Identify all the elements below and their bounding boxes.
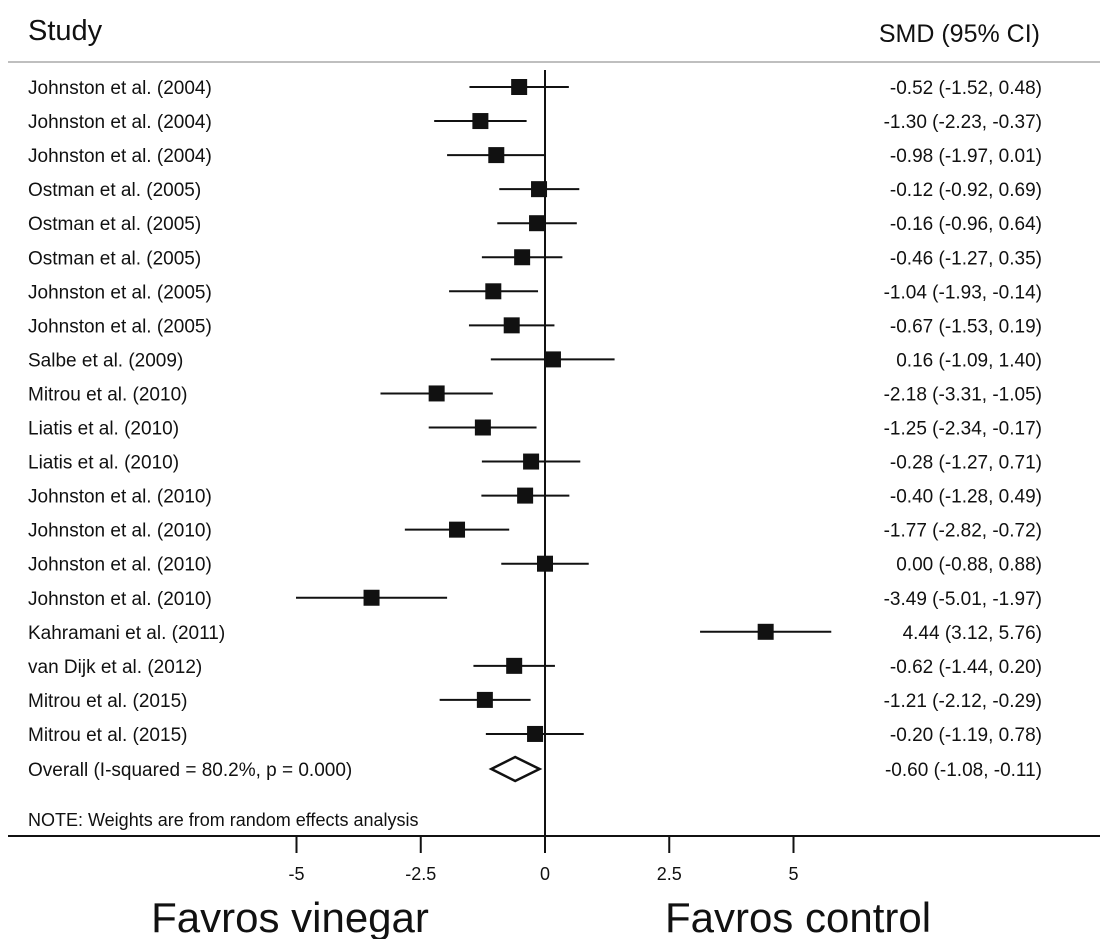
ci-text: -0.16 (-0.96, 0.64) — [890, 214, 1042, 235]
x-tick-label: 0 — [540, 864, 550, 884]
ci-text: -0.52 (-1.52, 0.48) — [890, 78, 1042, 99]
ci-text: -0.20 (-1.19, 0.78) — [890, 725, 1042, 746]
study-row: Mitrou et al. (2015) -0.20 (-1.19, 0.78) — [28, 725, 1042, 746]
x-tick-label: 5 — [788, 864, 798, 884]
study-row: Salbe et al. (2009) 0.16 (-1.09, 1.40) — [28, 350, 1042, 371]
study-row: Liatis et al. (2010) -1.25 (-2.34, -0.17) — [28, 419, 1042, 440]
study-row: Mitrou et al. (2015) -1.21 (-2.12, -0.29) — [28, 691, 1042, 712]
header-study: Study — [28, 15, 103, 47]
point-estimate-marker — [514, 249, 531, 266]
study-label: Ostman et al. (2005) — [28, 214, 201, 235]
ci-text: -0.40 (-1.28, 0.49) — [890, 487, 1042, 508]
ci-text: -3.49 (-5.01, -1.97) — [884, 589, 1042, 610]
ci-text: -0.98 (-1.97, 0.01) — [890, 146, 1042, 167]
study-label: Johnston et al. (2004) — [28, 112, 212, 133]
study-row: Johnston et al. (2010) 0.00 (-0.88, 0.88) — [28, 555, 1042, 576]
study-label: Johnston et al. (2004) — [28, 146, 212, 167]
point-estimate-marker — [523, 453, 540, 470]
study-label: Mitrou et al. (2015) — [28, 725, 187, 746]
study-row: Ostman et al. (2005) -0.16 (-0.96, 0.64) — [28, 214, 1042, 235]
study-row: Johnston et al. (2010) -0.40 (-1.28, 0.49… — [28, 487, 1042, 508]
study-label: Liatis et al. (2010) — [28, 419, 179, 440]
study-label: Mitrou et al. (2015) — [28, 691, 187, 712]
study-label: Salbe et al. (2009) — [28, 350, 183, 371]
study-label: Johnston et al. (2005) — [28, 316, 212, 337]
point-estimate-marker — [503, 317, 520, 334]
study-row: van Dijk et al. (2012) -0.62 (-1.44, 0.20… — [28, 657, 1042, 678]
ci-text: -2.18 (-3.31, -1.05) — [884, 384, 1042, 405]
point-estimate-marker — [363, 589, 380, 606]
x-tick-label: 2.5 — [657, 864, 682, 884]
label-favours-control: Favros control — [665, 894, 931, 939]
ci-text: -0.12 (-0.92, 0.69) — [890, 180, 1042, 201]
label-favours-vinegar: Favros vinegar — [151, 894, 429, 939]
overall-row: Overall (I-squared = 80.2%, p = 0.000) -0… — [28, 755, 1042, 783]
study-label: Mitrou et al. (2010) — [28, 384, 187, 405]
point-estimate-marker — [527, 725, 544, 742]
point-estimate-marker — [488, 147, 505, 164]
point-estimate-marker — [472, 113, 489, 130]
point-estimate-marker — [449, 521, 466, 538]
point-estimate-marker — [517, 487, 534, 504]
x-tick-label: -5 — [288, 864, 304, 884]
x-axis-ticks: -5 -2.5 0 2.5 5 — [288, 836, 799, 884]
ci-text: -1.25 (-2.34, -0.17) — [884, 419, 1042, 440]
ci-text: -1.04 (-1.93, -0.14) — [884, 282, 1042, 303]
point-estimate-marker — [757, 623, 774, 640]
ci-text: -0.67 (-1.53, 0.19) — [890, 316, 1042, 337]
point-estimate-marker — [476, 691, 493, 708]
point-estimate-marker — [428, 385, 445, 402]
ci-text: 4.44 (3.12, 5.76) — [903, 623, 1042, 644]
study-row: Johnston et al. (2005) -1.04 (-1.93, -0.1… — [28, 282, 1042, 303]
study-row: Johnston et al. (2004) -0.52 (-1.52, 0.48… — [28, 78, 1042, 99]
ci-text: 0.00 (-0.88, 0.88) — [896, 555, 1042, 576]
x-tick-label: -2.5 — [405, 864, 436, 884]
overall-label: Overall (I-squared = 80.2%, p = 0.000) — [28, 760, 352, 781]
header-smd: SMD (95% CI) — [879, 20, 1040, 48]
study-label: Ostman et al. (2005) — [28, 248, 201, 269]
overall-diamond — [488, 755, 543, 783]
overall-ci-text: -0.60 (-1.08, -0.11) — [885, 760, 1042, 781]
point-estimate-marker — [531, 181, 548, 198]
ci-text: -1.30 (-2.23, -0.37) — [884, 112, 1042, 133]
point-estimate-marker — [544, 351, 561, 368]
ci-text: 0.16 (-1.09, 1.40) — [896, 350, 1042, 371]
ci-text: -0.46 (-1.27, 0.35) — [890, 248, 1042, 269]
study-row: Liatis et al. (2010) -0.28 (-1.27, 0.71) — [28, 453, 1042, 474]
point-estimate-marker — [529, 215, 546, 232]
ci-text: -0.28 (-1.27, 0.71) — [890, 453, 1042, 474]
study-label: Johnston et al. (2010) — [28, 555, 212, 576]
point-estimate-marker — [537, 555, 553, 572]
study-row: Johnston et al. (2010) -3.49 (-5.01, -1.9… — [28, 589, 1042, 610]
point-estimate-marker — [485, 283, 502, 300]
study-label: Kahramani et al. (2011) — [28, 623, 225, 644]
study-row: Johnston et al. (2010) -1.77 (-2.82, -0.7… — [28, 521, 1042, 542]
study-row: Johnston et al. (2004) -1.30 (-2.23, -0.3… — [28, 112, 1042, 133]
weights-note: NOTE: Weights are from random effects an… — [28, 810, 418, 830]
ci-text: -1.21 (-2.12, -0.29) — [884, 691, 1042, 712]
ci-text: -1.77 (-2.82, -0.72) — [884, 521, 1042, 542]
study-row: Mitrou et al. (2010) -2.18 (-3.31, -1.05) — [28, 384, 1042, 405]
study-row: Kahramani et al. (2011) 4.44 (3.12, 5.76) — [28, 623, 1042, 644]
study-row: Johnston et al. (2005) -0.67 (-1.53, 0.19… — [28, 316, 1042, 337]
point-estimate-marker — [511, 79, 528, 95]
study-label: Ostman et al. (2005) — [28, 180, 201, 201]
study-label: Johnston et al. (2010) — [28, 487, 212, 508]
study-label: Liatis et al. (2010) — [28, 453, 179, 474]
study-row: Ostman et al. (2005) -0.12 (-0.92, 0.69) — [28, 180, 1042, 201]
point-estimate-marker — [474, 419, 491, 436]
study-label: Johnston et al. (2010) — [28, 521, 212, 542]
study-label: Johnston et al. (2004) — [28, 78, 212, 99]
study-row: Ostman et al. (2005) -0.46 (-1.27, 0.35) — [28, 248, 1042, 269]
study-label: van Dijk et al. (2012) — [28, 657, 202, 678]
study-rows: Johnston et al. (2004) -0.52 (-1.52, 0.48… — [28, 70, 1042, 836]
study-label: Johnston et al. (2010) — [28, 589, 212, 610]
ci-text: -0.62 (-1.44, 0.20) — [890, 657, 1042, 678]
point-estimate-marker — [506, 657, 523, 674]
study-label: Johnston et al. (2005) — [28, 282, 212, 303]
study-row: Johnston et al. (2004) -0.98 (-1.97, 0.01… — [28, 146, 1042, 167]
